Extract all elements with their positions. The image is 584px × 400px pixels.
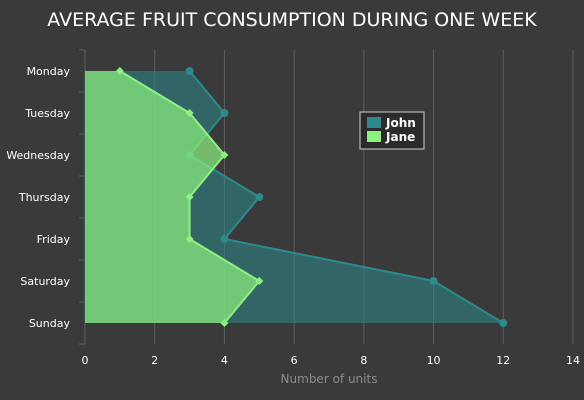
series-area-jane (85, 71, 260, 323)
data-point-jane (220, 319, 229, 327)
legend-label-john: John (385, 116, 416, 130)
data-point-john (255, 193, 264, 201)
series-jane (85, 67, 264, 327)
data-point-jane (115, 67, 124, 75)
legend-label-jane: Jane (385, 130, 415, 144)
x-tick-labels: 0 2 4 6 8 10 12 14 (82, 354, 581, 367)
y-tick-label: Wednesday (6, 149, 70, 162)
y-tick-label: Sunday (29, 317, 71, 330)
y-tick-label: Friday (37, 233, 71, 246)
y-tick-label: Tuesday (24, 107, 70, 120)
x-tick-label: 4 (221, 354, 228, 367)
y-tick-labels: Monday Tuesday Wednesday Thursday Friday Satu… (6, 65, 70, 330)
legend-swatch-jane (367, 131, 381, 142)
data-point-jane (185, 193, 194, 201)
data-point-jane (255, 277, 264, 285)
x-tick-label: 2 (151, 354, 158, 367)
y-tick-label: Thursday (18, 191, 71, 204)
x-tick-label: 14 (566, 354, 580, 367)
data-point-john (185, 67, 194, 75)
y-tick-label: Monday (27, 65, 71, 78)
x-tick-label: 0 (82, 354, 89, 367)
chart-title: AVERAGE FRUIT CONSUMPTION DURING ONE WEE… (47, 9, 537, 31)
x-tick-label: 12 (496, 354, 510, 367)
data-point-john (499, 319, 508, 327)
y-tick-label: Saturday (20, 275, 70, 288)
x-tick-label: 8 (360, 354, 367, 367)
data-point-john (220, 109, 229, 117)
data-point-jane (185, 235, 194, 243)
x-tick-label: 10 (427, 354, 441, 367)
grid-lines (154, 50, 574, 344)
data-point-john (429, 277, 438, 285)
x-axis-label: Number of units (281, 372, 378, 386)
data-point-john (220, 235, 229, 243)
axes (79, 49, 86, 345)
legend-swatch-john (367, 117, 381, 128)
data-point-jane (185, 109, 194, 117)
series-layer (85, 67, 508, 327)
x-tick-label: 6 (291, 354, 298, 367)
data-point-jane (220, 151, 229, 159)
